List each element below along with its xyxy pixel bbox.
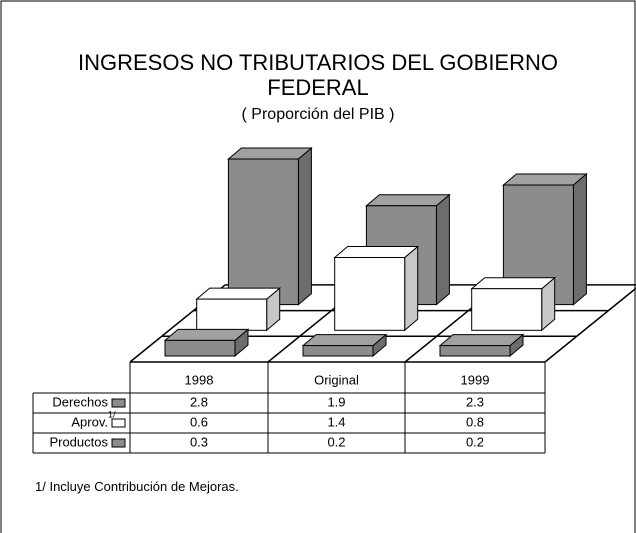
column-header: 1999 — [461, 372, 490, 387]
table-value: 2.8 — [190, 394, 208, 409]
bar-face — [435, 193, 450, 306]
bar-face — [195, 287, 282, 300]
legend-label: Productos — [49, 434, 108, 449]
bar-face — [404, 245, 419, 332]
table-value: 0.3 — [190, 434, 208, 449]
legend-swatch — [111, 398, 126, 408]
bar — [438, 333, 525, 358]
bar-face — [438, 334, 525, 347]
floor-line — [544, 287, 636, 363]
legend-label: Derechos — [52, 394, 108, 409]
bar-face — [297, 146, 312, 306]
bar — [195, 287, 282, 332]
bar — [333, 245, 420, 332]
bar-face — [439, 345, 511, 357]
legend-swatch — [111, 418, 126, 428]
footnote-marker: 1/ — [108, 409, 116, 419]
table-value: 0.2 — [466, 434, 484, 449]
table-value: 0.2 — [327, 434, 345, 449]
chart-title: INGRESOS NO TRIBUTARIOS DEL GOBIERNO FED… — [77, 50, 558, 100]
bar-face — [227, 158, 299, 306]
bar-face — [470, 277, 557, 290]
table-value: 2.3 — [466, 394, 484, 409]
bar-face — [302, 345, 374, 357]
bar — [227, 146, 313, 306]
bar — [301, 333, 388, 358]
bar-face — [365, 194, 451, 207]
bar-face — [163, 328, 250, 341]
table-value: 0.6 — [190, 414, 208, 429]
legend-label: Aprov. — [71, 414, 108, 429]
bar-face — [227, 147, 313, 160]
bar — [163, 328, 250, 358]
bar-face — [572, 172, 587, 306]
bar-face — [334, 257, 406, 331]
bar-face — [333, 246, 420, 258]
legend-swatch — [111, 438, 126, 448]
bar-face — [301, 334, 388, 347]
footnote: 1/ Incluye Contribución de Mejoras. — [35, 479, 239, 494]
column-header: Original — [314, 372, 359, 387]
column-header: 1998 — [185, 372, 214, 387]
bar-face — [196, 298, 268, 331]
bar-face — [502, 173, 588, 186]
bar-face — [471, 288, 543, 331]
table-value: 1.9 — [327, 394, 345, 409]
table-value: 1.4 — [327, 414, 345, 429]
bar-face — [164, 339, 236, 357]
chart-subtitle: ( Proporción del PIB ) — [241, 106, 395, 123]
table-value: 0.8 — [466, 414, 484, 429]
bar — [470, 276, 557, 332]
